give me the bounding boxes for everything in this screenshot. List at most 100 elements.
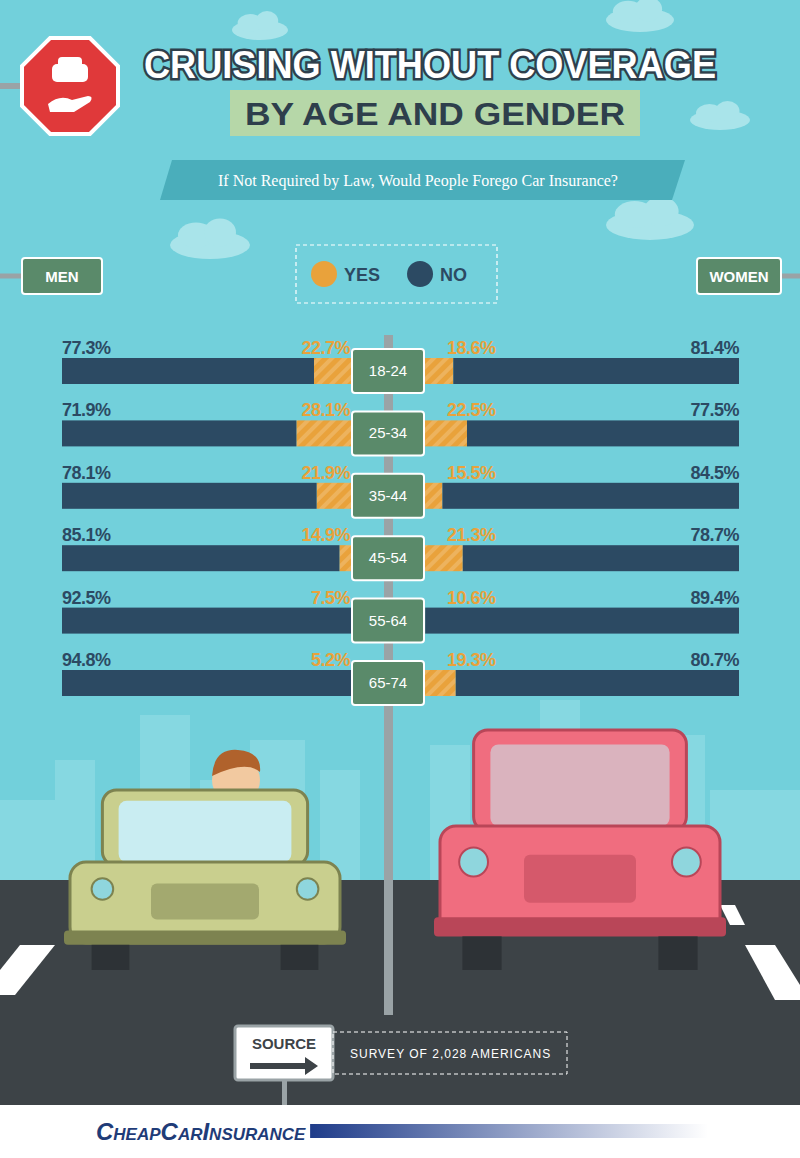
bar: NO 45-54 [463, 545, 739, 571]
data-label: 21.3% [447, 525, 496, 545]
data-label: 7.5% [311, 588, 351, 608]
legend-swatch [311, 261, 337, 287]
data-label: 94.8% [62, 650, 111, 670]
building [710, 790, 800, 880]
category-box [352, 536, 424, 580]
background [0, 0, 800, 1158]
category-label: 25-34 [369, 424, 407, 441]
sign-post [282, 1080, 287, 1105]
car-grill [524, 855, 636, 903]
bar: NO 45-54 [62, 545, 339, 571]
car-bumper [64, 930, 346, 944]
logo: CheapCarInsurance [96, 1118, 306, 1145]
data-label: 80.7% [690, 650, 739, 670]
footer [0, 1105, 800, 1158]
data-label: 71.9% [62, 400, 111, 420]
car [64, 790, 346, 970]
car-wheel [462, 936, 501, 970]
cloud-part [256, 11, 278, 31]
cloud [170, 218, 250, 259]
bar: NO 65-74 [456, 670, 739, 696]
panel-sign [22, 258, 102, 294]
data-label: 78.7% [690, 525, 739, 545]
bar: NO 18-24 [62, 358, 314, 384]
bar: NO 55-64 [425, 608, 739, 634]
cloud-part [643, 197, 678, 227]
category-label: 35-44 [369, 487, 407, 504]
data-label: 18.6% [447, 338, 496, 358]
sign-post [0, 83, 20, 89]
category-label: 55-64 [369, 612, 407, 629]
car-bumper [434, 917, 726, 936]
car-wheel [92, 945, 130, 970]
source: SURVEY OF 2,028 AMERICANS [350, 1047, 551, 1061]
bar: NO 35-44 [442, 483, 739, 509]
data-label: 28.1% [301, 400, 350, 420]
data-label: 78.1% [62, 463, 111, 483]
car-grill [151, 884, 259, 920]
data-label: 81.4% [690, 338, 739, 358]
panel-title: WOMEN [709, 268, 768, 285]
car-roof [102, 790, 307, 866]
logo-bar [310, 1124, 708, 1138]
legend-swatch [407, 261, 433, 287]
data-label: 21.9% [301, 463, 350, 483]
category-label: 65-74 [369, 674, 407, 691]
question-banner [160, 160, 685, 200]
category-box [352, 411, 424, 455]
category-box [352, 474, 424, 518]
cloud-part [716, 101, 740, 121]
category-box [352, 661, 424, 705]
bars-men: YES 18-24NO 18-24YES 25-34NO 25-34YES 35… [62, 358, 388, 696]
data-labels: 18.6%81.4%22.5%77.5%15.5%84.5%21.3%78.7%… [447, 338, 739, 670]
lane-mark [0, 945, 55, 995]
source-label: SOURCE [252, 1035, 316, 1052]
bars-women: YES 18-24NO 18-24YES 25-34NO 25-34YES 35… [388, 358, 739, 696]
cloud-part [204, 218, 236, 246]
bar: NO 25-34 [62, 420, 296, 446]
data-label: 19.3% [447, 650, 496, 670]
car-icon [48, 57, 92, 112]
source-arrow [250, 1057, 318, 1075]
car [434, 730, 726, 970]
car-light [672, 848, 701, 877]
bar: NO 18-24 [453, 358, 739, 384]
car-light [297, 878, 319, 900]
cloud [606, 197, 694, 241]
category-box [352, 349, 424, 393]
sign-post [0, 274, 22, 279]
driver-hair [212, 750, 260, 776]
data-label: 15.5% [447, 463, 496, 483]
data-label: 89.4% [690, 588, 739, 608]
cloud [606, 0, 674, 32]
cloud [690, 101, 750, 130]
bar: NO 65-74 [62, 670, 371, 696]
source-sign [235, 1026, 333, 1080]
bar: NO 55-64 [62, 608, 364, 634]
legend-box [296, 245, 497, 303]
data-label: 77.5% [690, 400, 739, 420]
subtitle: BY AGE AND GENDER [245, 97, 625, 132]
car-light [92, 878, 114, 900]
icon-part [58, 57, 82, 69]
panel-sign [697, 258, 781, 294]
car-light [459, 848, 488, 877]
data-label: 10.6% [447, 588, 496, 608]
data-label: 22.7% [301, 338, 350, 358]
data-label: 77.3% [62, 338, 111, 358]
legend-label: YES [344, 265, 380, 285]
car-roof [474, 730, 687, 831]
data-label: 84.5% [690, 463, 739, 483]
data-label: 5.2% [311, 650, 351, 670]
data-labels: 22.7%77.3%28.1%71.9%21.9%78.1%14.9%85.1%… [62, 338, 350, 670]
skyline [0, 700, 800, 880]
cloud-part [635, 0, 662, 21]
sign-post [781, 274, 800, 279]
source-box [333, 1032, 567, 1074]
icon-hand [48, 96, 92, 112]
car-wheel [658, 936, 697, 970]
cloud [232, 11, 288, 40]
lane-mark [745, 945, 800, 1000]
legend-label: NO [440, 265, 467, 285]
panel-title: MEN [45, 268, 78, 285]
